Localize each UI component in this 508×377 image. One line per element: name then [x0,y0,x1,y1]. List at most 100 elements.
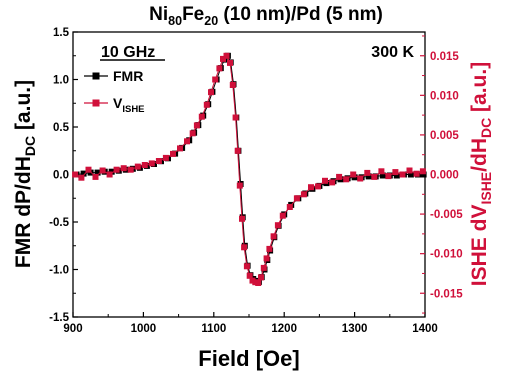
y-axis-label-right: ISHE dVISHE/dHDC [a.u.] [468,62,494,286]
data-point-fmr-56 [365,173,372,180]
legend-label-vishe: VISHE [113,95,145,115]
data-point-vishe-59 [385,173,392,180]
data-point-vishe-47 [300,191,307,198]
data-point-vishe-17 [189,130,196,137]
data-point-vishe-19 [198,113,205,120]
data-point-vishe-39 [260,264,267,271]
data-point-vishe-18 [193,122,200,129]
data-point-vishe-8 [127,166,134,173]
y-left-tick-label-1: -1.0 [49,265,69,277]
data-point-vishe-0 [72,171,79,178]
data-point-vishe-31 [239,215,245,222]
data-point-vishe-46 [293,195,300,202]
data-point-vishe-32 [241,244,248,251]
x-axis-label: Field [Oe] [198,346,299,371]
data-point-vishe-52 [336,173,343,180]
data-point-vishe-49 [315,183,321,190]
y-right-tick-label-0: -0.015 [430,288,463,300]
series-line-vishe [74,54,424,284]
data-point-vishe-63 [413,170,420,177]
data-point-vishe-50 [322,177,328,184]
data-point-vishe-40 [263,255,270,262]
data-point-vishe-25 [223,52,230,59]
legend-marker-fmr [92,72,100,80]
data-point-fmr-60 [393,172,400,179]
data-point-vishe-33 [243,263,250,270]
data-point-vishe-57 [371,173,378,180]
y-left-tick-label-6: 1.5 [53,27,70,39]
data-point-vishe-11 [148,160,155,167]
y-right-tick-label-3: 0.000 [430,170,459,182]
data-point-fmr-58 [379,172,386,179]
data-point-vishe-13 [162,154,169,161]
data-point-vishe-51 [329,179,336,186]
data-point-vishe-30 [236,182,243,189]
data-point-vishe-21 [208,89,214,96]
frequency-annotation: 10 GHz [101,44,155,61]
data-point-vishe-38 [258,274,264,281]
data-point-vishe-16 [184,138,190,145]
x-tick-label-0: 900 [63,323,82,335]
data-point-vishe-61 [399,171,406,178]
data-point-vishe-22 [212,76,219,83]
data-point-vishe-54 [350,171,357,178]
data-point-vishe-45 [286,204,293,210]
y-right-tick-label-5: 0.010 [430,90,459,102]
data-point-vishe-62 [406,167,413,174]
data-point-vishe-43 [274,222,281,229]
data-point-vishe-55 [357,175,364,182]
data-point-vishe-56 [364,169,371,176]
data-point-vishe-26 [227,59,233,66]
data-point-fmr-1 [80,170,87,177]
data-point-vishe-53 [343,176,350,183]
series-layer [72,52,427,286]
x-tick-label-1: 1000 [131,323,157,335]
y-left-tick-label-3: 0.0 [53,170,69,182]
data-point-vishe-42 [270,233,277,240]
y-right-tick-label-4: 0.005 [430,130,459,142]
data-point-vishe-29 [234,147,241,154]
data-point-vishe-15 [177,145,183,152]
data-point-vishe-24 [220,55,226,62]
temperature-annotation: 300 K [371,44,414,61]
legend: FMR VISHE [84,68,145,115]
data-point-vishe-3 [92,173,99,180]
data-point-fmr-3 [94,169,101,176]
x-tick-label-4: 1300 [342,323,368,335]
data-point-vishe-9 [134,163,141,170]
data-point-vishe-10 [141,162,148,168]
y-left-tick-label-0: -1.5 [49,312,69,324]
data-point-vishe-37 [255,280,262,286]
y-left-tick-label-5: 1.0 [53,75,69,87]
data-point-vishe-12 [155,158,162,164]
chart-title: Ni80Fe20 (10 nm)/Pd (5 nm) [149,4,383,28]
data-point-vishe-48 [308,184,314,191]
y-left-tick-label-2: -0.5 [49,217,69,229]
y-left-tick-label-4: 0.5 [53,122,70,134]
data-point-vishe-44 [279,212,286,219]
x-tick-label-5: 1400 [412,323,438,335]
data-point-vishe-4 [99,167,106,174]
x-tick-label-3: 1200 [271,323,297,335]
x-tick-label-2: 1100 [201,323,226,335]
legend-marker-vishe [92,99,100,107]
data-point-vishe-2 [85,166,92,173]
data-point-vishe-1 [78,174,85,181]
data-point-vishe-7 [120,165,127,172]
legend-label-fmr: FMR [113,68,143,84]
ticks-layer: 900 1000 1100 1200 1300 1400 -1.5 -1.0 -0.5 0.0 0.… [49,27,463,335]
data-point-vishe-58 [378,168,385,175]
data-point-vishe-23 [216,65,223,72]
data-point-vishe-20 [203,101,210,108]
data-point-vishe-5 [106,171,113,178]
data-point-vishe-6 [113,166,120,173]
data-point-vishe-41 [266,245,273,252]
data-point-vishe-34 [246,272,253,279]
y-right-tick-label-1: -0.010 [430,249,463,261]
data-point-vishe-64 [419,168,426,175]
data-point-fmr-64 [420,171,427,178]
series-vishe [72,52,426,286]
data-point-vishe-60 [392,169,399,176]
data-point-vishe-28 [232,114,239,121]
